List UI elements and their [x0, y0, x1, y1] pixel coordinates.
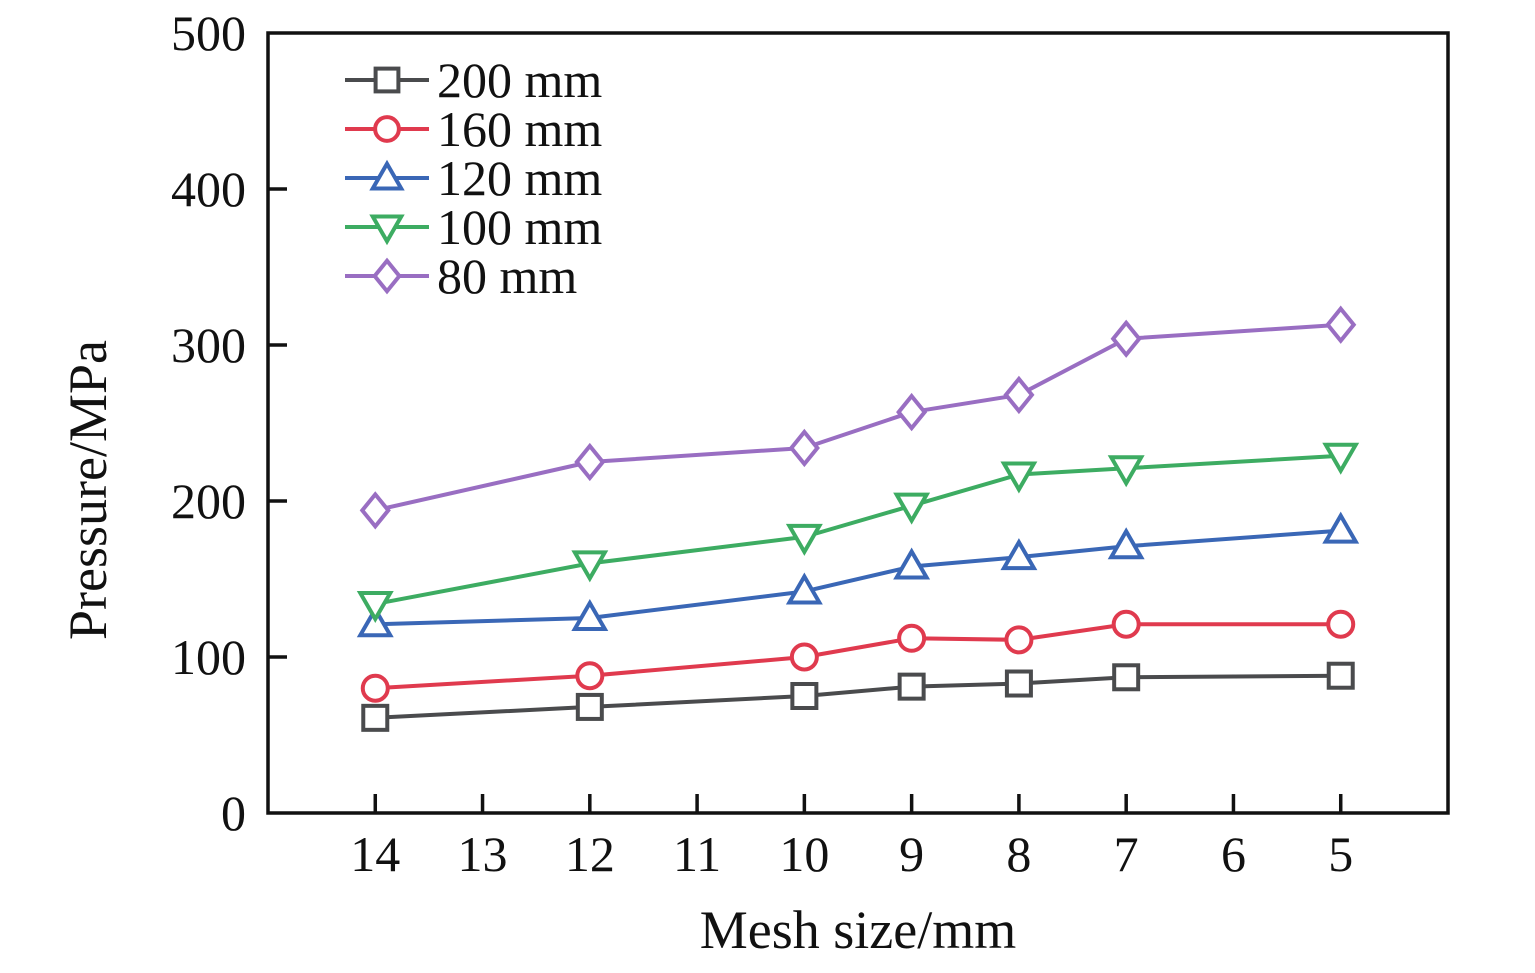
marker-circle	[897, 623, 927, 653]
marker-square	[373, 66, 401, 94]
marker-triangle-up	[1000, 538, 1038, 571]
series-line-200-mm	[375, 673, 1341, 720]
series-line-80-mm	[374, 322, 1341, 513]
plot-frame	[266, 31, 1450, 815]
marker-square	[361, 703, 390, 732]
x-tick-label: 8	[1006, 826, 1031, 882]
marker-triangle-down	[1000, 461, 1038, 494]
marker-square	[1326, 661, 1355, 690]
marker-triangle-down	[1322, 442, 1360, 475]
marker-triangle-up	[893, 547, 931, 580]
marker-diamond	[574, 442, 606, 482]
marker-triangle-up	[1107, 527, 1145, 560]
marker-diamond	[359, 491, 391, 530]
x-tick-label: 5	[1328, 826, 1353, 882]
legend-label-120-mm: 120 mm	[437, 150, 602, 206]
y-axis-title: Pressure/MPa	[58, 340, 118, 640]
marker-triangle-down	[369, 214, 405, 246]
legend-label-160-mm: 160 mm	[437, 101, 602, 157]
marker-triangle-down	[1107, 455, 1145, 488]
x-tick-label: 7	[1114, 826, 1139, 882]
marker-diamond	[1003, 375, 1035, 415]
x-tick-label: 13	[458, 826, 508, 882]
marker-triangle-up	[369, 159, 405, 191]
legend-label-80-mm: 80 mm	[437, 248, 577, 304]
marker-circle	[575, 661, 605, 691]
y-tick-label: 0	[221, 785, 246, 841]
marker-circle	[1004, 625, 1034, 655]
marker-square	[897, 672, 926, 701]
marker-triangle-down	[893, 492, 931, 525]
marker-diamond	[1110, 319, 1142, 358]
marker-diamond	[896, 392, 928, 432]
marker-circle	[360, 673, 390, 703]
x-tick-label: 9	[899, 826, 924, 882]
marker-diamond	[788, 428, 820, 468]
marker-square	[1112, 663, 1141, 692]
x-tick-label: 11	[673, 826, 721, 882]
x-tick-label: 14	[350, 826, 400, 882]
marker-circle	[373, 115, 401, 143]
x-tick-label: 6	[1221, 826, 1246, 882]
y-tick-label: 100	[171, 629, 246, 685]
x-axis-title: Mesh size/mm	[699, 900, 1017, 960]
marker-triangle-up	[785, 572, 823, 605]
x-tick-label: 12	[565, 826, 615, 882]
marker-triangle-down	[785, 523, 823, 556]
marker-triangle-up	[571, 598, 609, 631]
legend-label-100-mm: 100 mm	[437, 199, 602, 255]
x-tick-label: 10	[779, 826, 829, 882]
marker-square	[1004, 669, 1033, 698]
marker-triangle-down	[571, 550, 609, 583]
marker-square	[790, 682, 819, 710]
marker-circle	[1326, 609, 1356, 639]
y-tick-label: 200	[171, 473, 246, 529]
marker-triangle-up	[1322, 511, 1360, 544]
marker-circle	[789, 642, 819, 672]
y-tick-label: 300	[171, 317, 246, 373]
marker-triangle-down	[356, 590, 394, 623]
marker-square	[575, 692, 604, 721]
y-tick-label: 500	[171, 5, 246, 61]
marker-diamond	[1325, 305, 1357, 344]
marker-circle	[1111, 609, 1141, 639]
y-tick-label: 400	[171, 161, 246, 217]
marker-diamond	[372, 257, 402, 295]
legend-label-200-mm: 200 mm	[437, 52, 602, 108]
